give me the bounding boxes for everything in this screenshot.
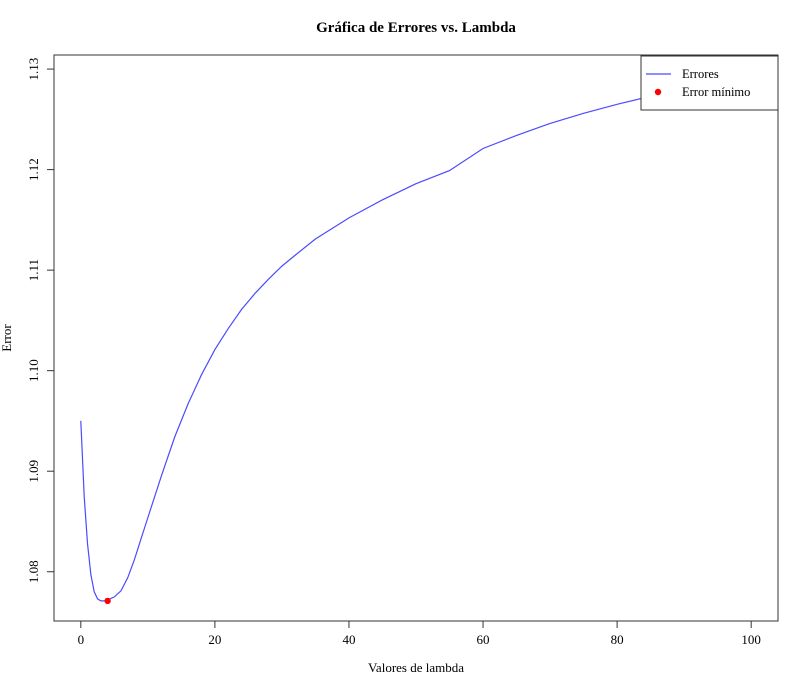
x-tick-label: 20 — [208, 632, 221, 647]
series-line-errores — [80, 75, 752, 602]
x-tick-label: 0 — [78, 632, 85, 647]
x-axis-label: Valores de lambda — [368, 660, 464, 675]
y-tick-label: 1.13 — [26, 58, 41, 81]
legend-label: Error mínimo — [682, 85, 750, 99]
x-tick-label: 40 — [342, 632, 355, 647]
series-layer — [80, 75, 752, 605]
legend-box — [640, 55, 779, 111]
min-error-point — [104, 597, 111, 605]
legend-label: Errores — [682, 67, 719, 81]
legend-point-swatch — [654, 88, 662, 96]
x-tick-label: 100 — [741, 632, 761, 647]
chart-title: Gráfica de Errores vs. Lambda — [316, 20, 516, 36]
y-tick-label: 1.08 — [26, 560, 41, 583]
y-axis-label: Error — [0, 324, 14, 352]
axes-ticks: 0 20 40 60 80 100 1.08 1.09 1.10 1.11 1.12 1.13 — [26, 58, 761, 647]
y-tick-label: 1.10 — [26, 359, 41, 382]
y-tick-label: 1.11 — [26, 259, 41, 281]
legend: Errores Error mínimo — [640, 55, 779, 111]
y-tick-label: 1.12 — [26, 158, 41, 181]
x-tick-label: 60 — [477, 632, 490, 647]
y-tick-label: 1.09 — [26, 460, 41, 483]
plot-box — [53, 54, 779, 622]
x-tick-label: 80 — [611, 632, 624, 647]
